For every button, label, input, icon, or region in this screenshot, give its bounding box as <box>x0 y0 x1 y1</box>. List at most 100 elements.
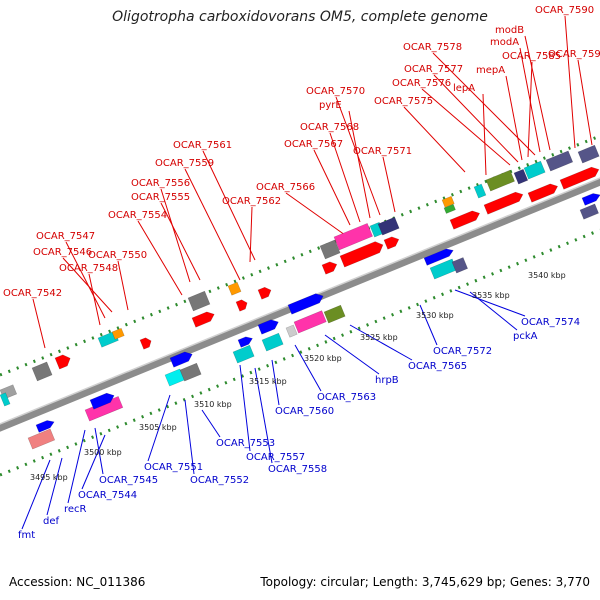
gene-feature[interactable] <box>441 195 455 208</box>
gene-label-reverse[interactable]: recR <box>64 504 87 515</box>
gene-arrow[interactable] <box>235 298 249 312</box>
gene-arrow[interactable] <box>237 335 254 348</box>
gene-arrow[interactable] <box>383 235 401 250</box>
gene-label-reverse[interactable]: hrpB <box>375 375 399 386</box>
gene-label-forward[interactable]: OCAR_7567 <box>284 139 343 150</box>
gene-label-forward[interactable]: OCAR_7568 <box>300 122 359 133</box>
gene-feature[interactable] <box>111 327 125 340</box>
gene-feature[interactable] <box>187 290 211 312</box>
gene-feature[interactable] <box>545 150 574 172</box>
gene-label-reverse[interactable]: pckA <box>513 331 538 342</box>
gene-label-reverse[interactable]: OCAR_7563 <box>317 392 376 403</box>
gene-label-reverse[interactable]: OCAR_7572 <box>433 346 492 357</box>
gene-label-forward[interactable]: OCAR_7548 <box>59 263 118 274</box>
leader-line-reverse <box>349 324 413 361</box>
gene-arrow[interactable] <box>35 418 56 433</box>
gene-label-reverse[interactable]: OCAR_7545 <box>99 475 158 486</box>
gene-label-forward[interactable]: OCAR_7561 <box>173 140 232 151</box>
gene-feature[interactable] <box>577 144 600 164</box>
gene-feature[interactable] <box>443 203 456 214</box>
gene-feature[interactable] <box>227 281 242 296</box>
gene-arrow[interactable] <box>321 260 339 275</box>
gene-feature[interactable] <box>451 257 468 274</box>
gene-label-forward[interactable]: OCAR_7566 <box>256 182 315 193</box>
gene-label-forward[interactable]: OCAR_7576 <box>392 78 451 89</box>
gene-label-reverse[interactable]: OCAR_7551 <box>144 462 203 473</box>
gene-feature[interactable] <box>293 310 327 334</box>
gene-label-forward[interactable]: modB <box>495 25 524 36</box>
gene-arrow[interactable] <box>483 190 525 215</box>
gene-label-forward[interactable]: OCAR_7559 <box>155 158 214 169</box>
gene-label-reverse[interactable]: fmt <box>18 530 35 541</box>
scale-label: 3530 kbp <box>416 311 454 320</box>
gene-feature[interactable] <box>179 362 202 382</box>
gene-label-reverse[interactable]: OCAR_7565 <box>408 361 467 372</box>
gene-label-forward[interactable]: OCAR_7578 <box>403 42 462 53</box>
gene-label-forward[interactable]: OCAR_7556 <box>131 178 190 189</box>
gene-label-reverse[interactable]: OCAR_7557 <box>246 452 305 463</box>
gene-feature[interactable] <box>285 324 298 338</box>
gene-label-forward[interactable]: OCAR_7562 <box>222 196 281 207</box>
gene-label-reverse[interactable]: OCAR_7544 <box>78 490 137 501</box>
leader-line-forward <box>62 257 113 313</box>
gene-label-forward[interactable]: OCAR_7590 <box>535 5 594 16</box>
gene-label-forward[interactable]: OCAR_7550 <box>88 250 147 261</box>
gene-feature[interactable] <box>0 392 11 407</box>
gene-feature[interactable] <box>27 428 56 450</box>
gene-arrow[interactable] <box>257 285 273 300</box>
gene-label-reverse[interactable]: OCAR_7558 <box>268 464 327 475</box>
gene-feature[interactable] <box>319 239 341 260</box>
gene-arrow[interactable] <box>89 391 116 410</box>
leader-line-reverse <box>81 434 106 490</box>
leader-line-forward <box>285 192 346 236</box>
leader-line-reverse <box>469 291 518 331</box>
gene-label-reverse[interactable]: OCAR_7553 <box>216 438 275 449</box>
gene-label-forward[interactable]: pyrE <box>319 100 342 111</box>
gene-label-forward[interactable]: OCAR_7546 <box>33 247 92 258</box>
gene-label-reverse[interactable]: OCAR_7574 <box>521 317 580 328</box>
gene-label-forward[interactable]: OCAR_7585 <box>502 51 561 62</box>
gene-arrow[interactable] <box>527 182 560 203</box>
gene-label-forward[interactable]: mepA <box>476 65 505 76</box>
gene-feature[interactable] <box>323 304 346 324</box>
gene-label-reverse[interactable]: def <box>43 516 60 527</box>
gene-arrow[interactable] <box>257 317 280 335</box>
gene-label-forward[interactable]: OCAR_7554 <box>108 210 167 221</box>
gene-feature[interactable] <box>579 203 599 220</box>
gene-label-forward[interactable]: OCAR_7542 <box>3 288 62 299</box>
gene-arrow[interactable] <box>339 239 385 268</box>
gene-arrow[interactable] <box>139 336 153 350</box>
gene-feature[interactable] <box>31 361 53 382</box>
gene-label-forward[interactable]: OCAR_7577 <box>404 64 463 75</box>
gene-label-reverse[interactable]: OCAR_7560 <box>275 406 334 417</box>
gene-label-forward[interactable]: OCAR_7570 <box>306 86 365 97</box>
gene-label-forward[interactable]: OCAR_7571 <box>353 146 412 157</box>
gene-arrow[interactable] <box>54 353 73 370</box>
gene-arrow[interactable] <box>559 165 600 190</box>
leader-line-forward <box>184 168 241 281</box>
gene-feature[interactable] <box>232 344 255 364</box>
gene-arrow[interactable] <box>423 247 455 266</box>
gene-feature[interactable] <box>377 216 400 236</box>
gene-label-forward[interactable]: lepA <box>453 83 475 94</box>
gene-label-forward[interactable]: OCAR_7575 <box>374 96 433 107</box>
gene-arrow[interactable] <box>581 191 600 206</box>
leader-line-reverse <box>294 344 322 392</box>
gene-arrow[interactable] <box>449 209 482 230</box>
gene-feature[interactable] <box>513 168 529 185</box>
gene-label-forward[interactable]: OCAR_7547 <box>36 231 95 242</box>
gene-feature[interactable] <box>485 169 515 192</box>
gene-arrow[interactable] <box>191 310 216 328</box>
gene-feature[interactable] <box>523 160 546 180</box>
gene-feature[interactable] <box>261 332 284 352</box>
gene-label-forward[interactable]: modA <box>490 37 519 48</box>
gene-arrow[interactable] <box>169 350 194 368</box>
leader-line-reverse <box>147 394 171 462</box>
gene-feature[interactable] <box>473 183 487 199</box>
gene-label-reverse[interactable]: OCAR_7552 <box>190 475 249 486</box>
gene-label-forward[interactable]: OCAR_7555 <box>131 192 190 203</box>
gene-arrow[interactable] <box>287 291 325 315</box>
gene-label-forward[interactable]: OCAR_7591 <box>548 49 600 60</box>
gene-feature[interactable] <box>333 223 373 251</box>
